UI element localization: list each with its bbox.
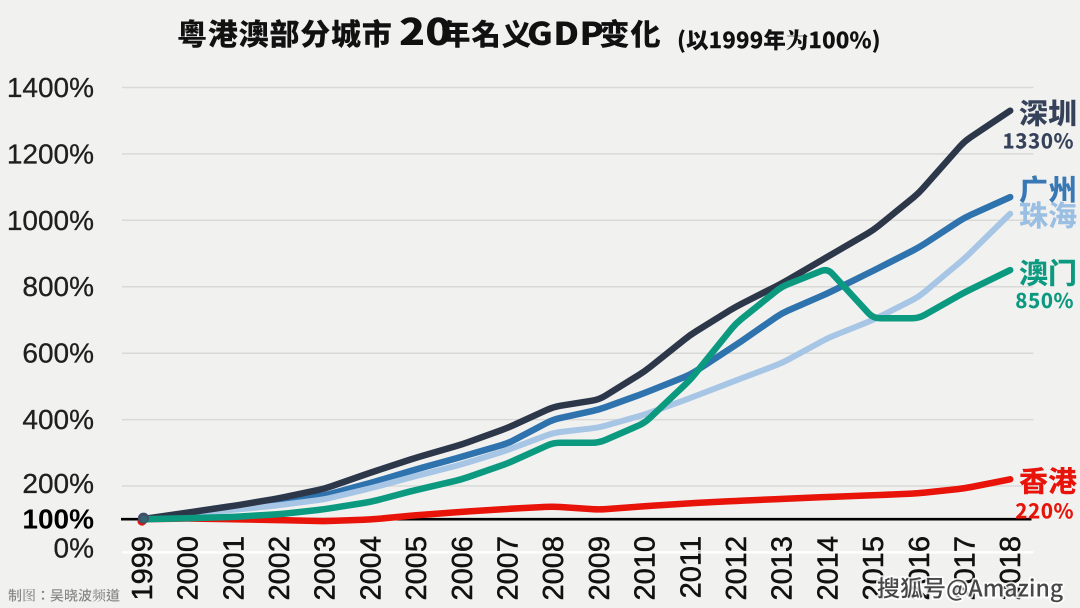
svg-text:2013: 2013 xyxy=(767,536,799,601)
svg-text:1200%: 1200% xyxy=(7,138,94,169)
svg-text:2007: 2007 xyxy=(493,536,525,601)
svg-text:2004: 2004 xyxy=(355,536,387,601)
svg-text:2012: 2012 xyxy=(721,536,753,601)
svg-text:1000%: 1000% xyxy=(7,205,94,236)
svg-text:1999: 1999 xyxy=(127,536,159,601)
svg-text:2005: 2005 xyxy=(401,536,433,601)
svg-text:400%: 400% xyxy=(22,404,94,435)
svg-text:2011: 2011 xyxy=(675,536,707,598)
svg-text:2010: 2010 xyxy=(630,536,662,601)
svg-text:2014: 2014 xyxy=(812,536,844,601)
svg-text:2006: 2006 xyxy=(447,536,479,601)
svg-text:2008: 2008 xyxy=(538,536,570,601)
svg-text:100%: 100% xyxy=(22,504,94,535)
svg-text:800%: 800% xyxy=(22,271,94,302)
svg-text:2002: 2002 xyxy=(264,536,296,601)
svg-text:600%: 600% xyxy=(22,338,94,369)
svg-text:2009: 2009 xyxy=(584,536,616,601)
svg-text:2000: 2000 xyxy=(173,536,205,601)
svg-text:200%: 200% xyxy=(22,468,94,499)
svg-text:2003: 2003 xyxy=(310,536,342,601)
svg-text:1400%: 1400% xyxy=(7,72,94,103)
svg-text:2001: 2001 xyxy=(218,536,250,601)
svg-text:0%: 0% xyxy=(54,533,94,564)
